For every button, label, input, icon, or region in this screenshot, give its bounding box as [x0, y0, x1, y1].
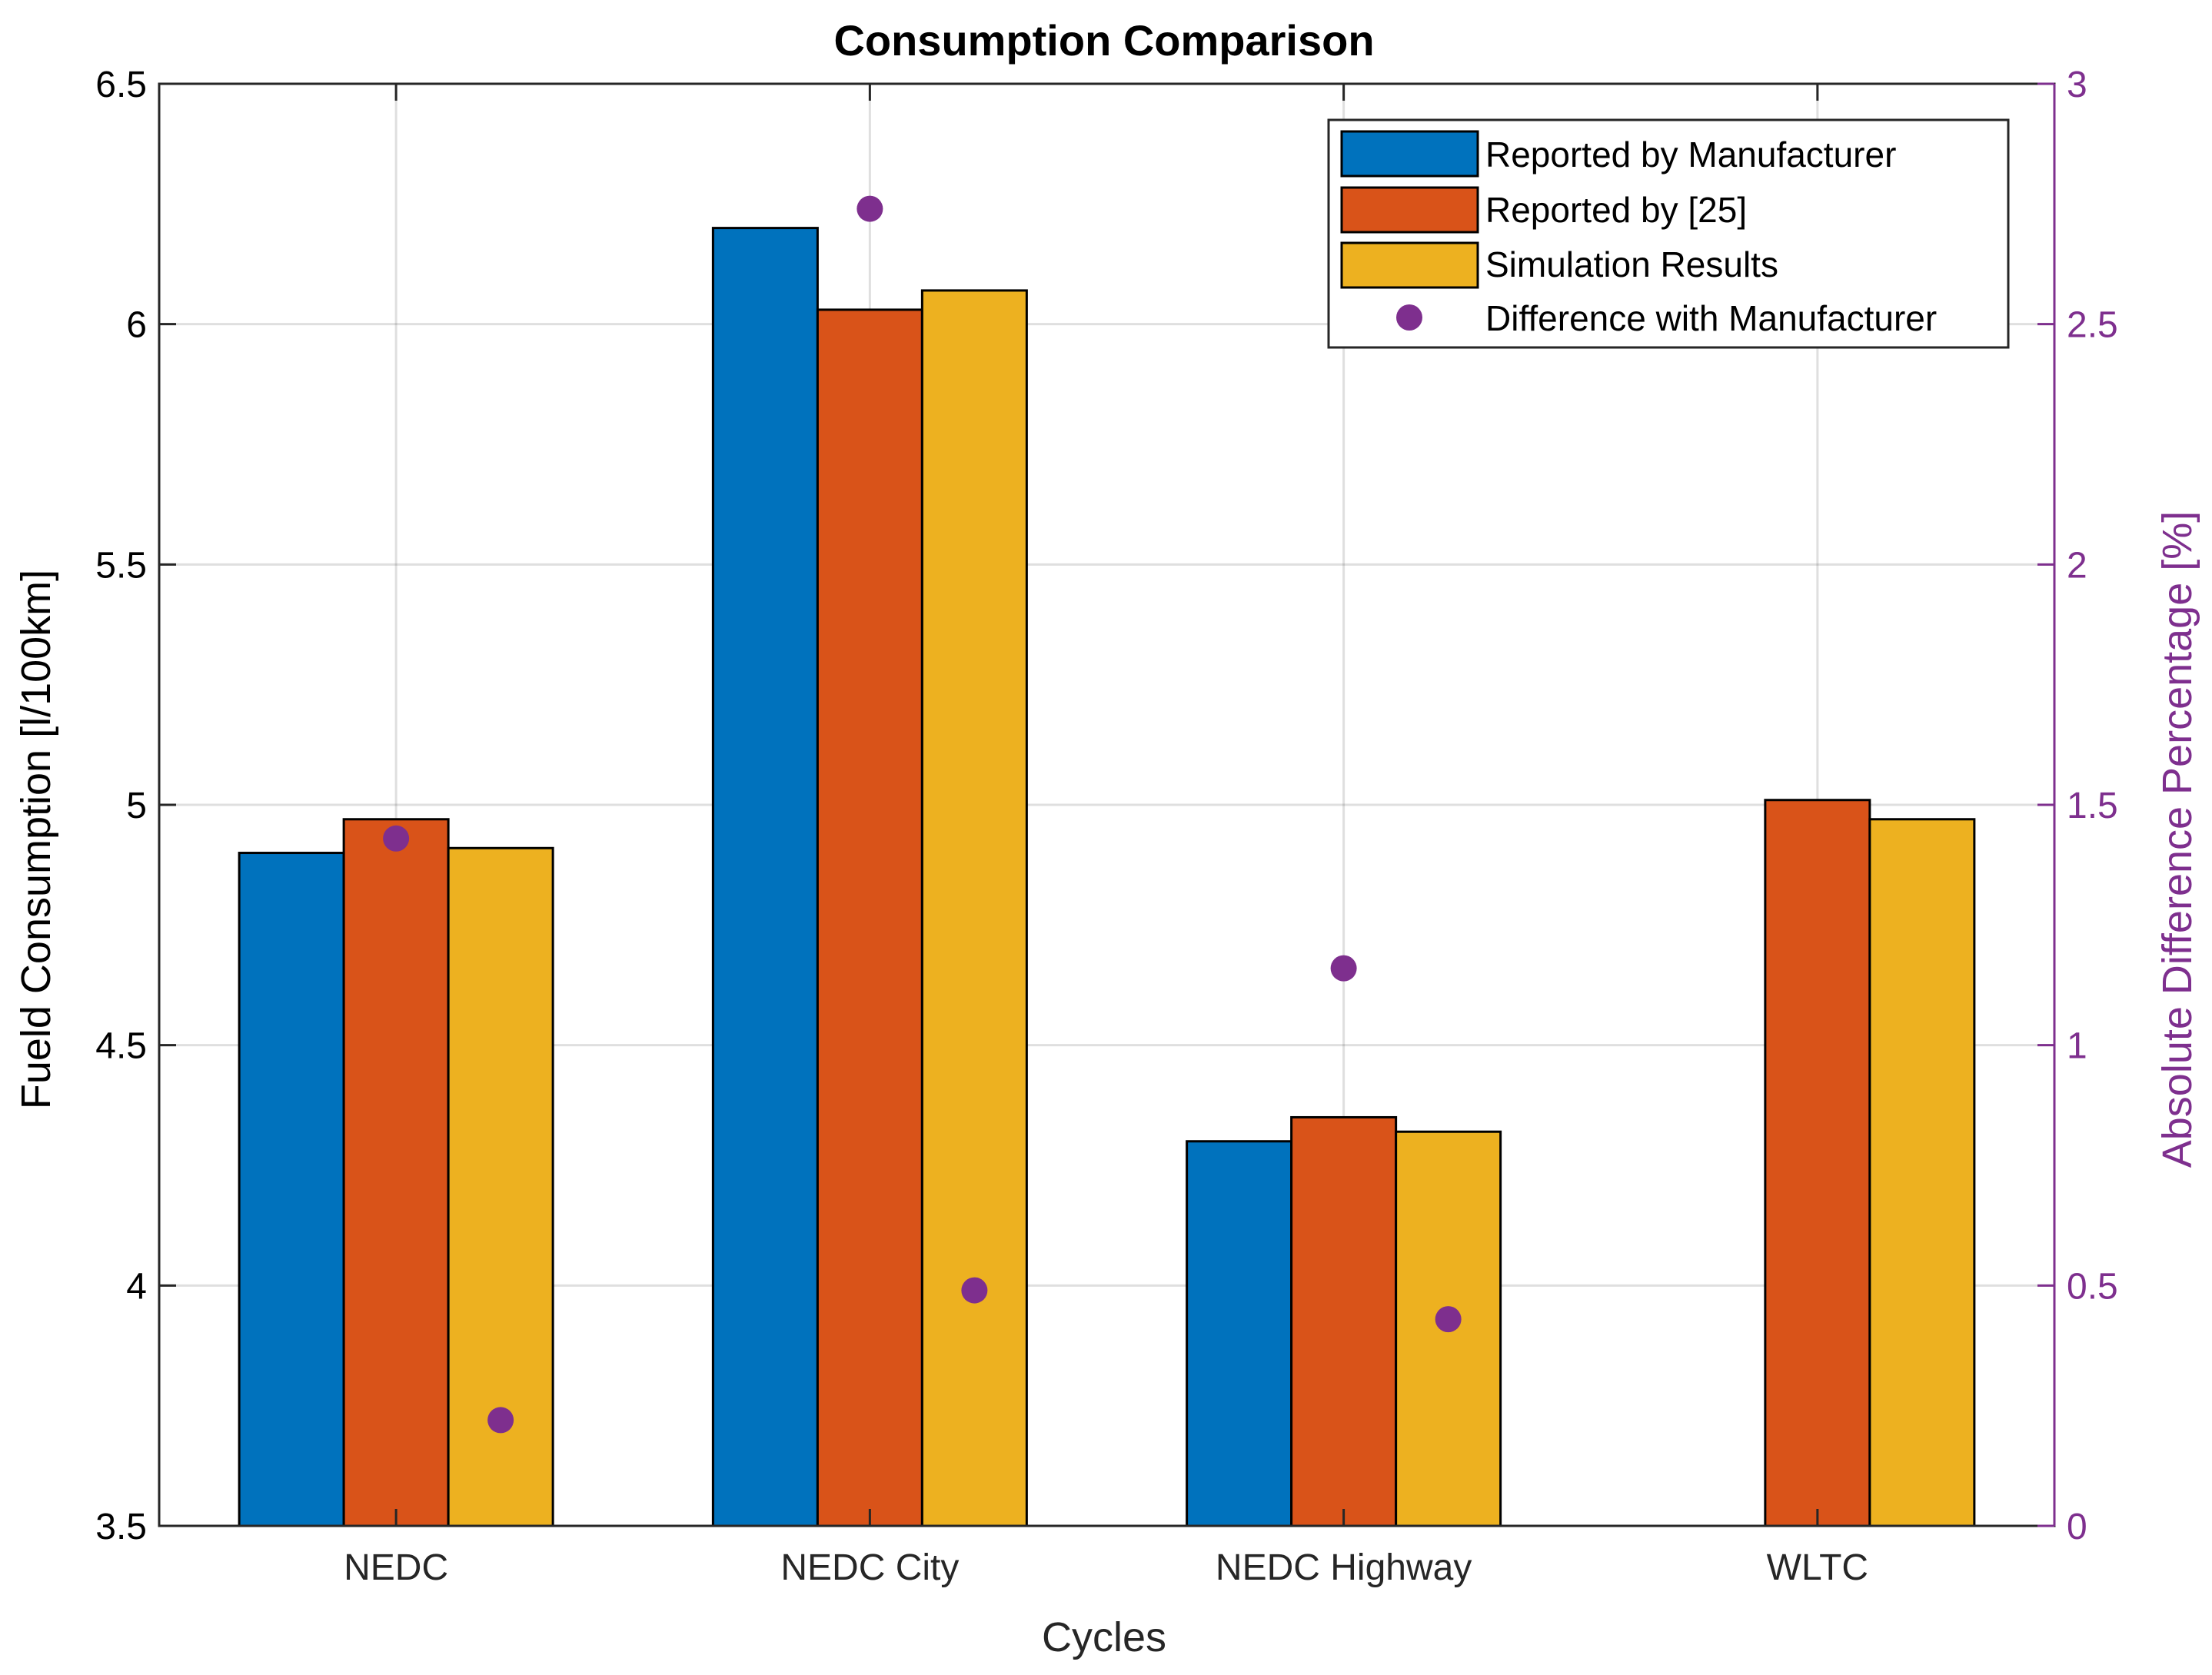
legend-label-simulation: Simulation Results: [1485, 244, 1778, 284]
bar: [816, 308, 923, 1527]
y-tick-label: 6.5: [95, 65, 147, 105]
legend-label-reported-25: Reported by [25]: [1485, 190, 1747, 230]
difference-markers: [383, 195, 1462, 1434]
y2-tick-label: 1.5: [2067, 786, 2118, 826]
bar: [1764, 799, 1871, 1527]
bar: [238, 852, 345, 1527]
y-tick-label: 6: [126, 305, 147, 346]
chart-title: Consumption Comparison: [833, 16, 1374, 65]
y2-tick-label: 2: [2067, 545, 2087, 586]
legend-swatch-simulation: [1340, 241, 1479, 289]
y2-tick-label: 0: [2067, 1507, 2087, 1547]
y2-tick-label: 3: [2067, 65, 2087, 105]
legend: Reported by Manufacturer Reported by [25…: [1327, 118, 2010, 349]
legend-marker-difference: [1396, 304, 1422, 331]
y2-axis-label: Absolute Difference Percentage [%]: [2154, 511, 2200, 1168]
difference-point: [487, 1407, 514, 1434]
legend-swatch-manufacturer: [1340, 130, 1479, 178]
axis-ticks: 3.5 4 4.5 5 5.5 6 6.5 0 0.5 1 1.5 2 2.5 3 NEDC NEDC Cit…: [95, 65, 2117, 1588]
difference-point: [961, 1277, 988, 1304]
y-axis-label: Fueld Consumption [l/100km]: [13, 570, 59, 1109]
bars: [238, 227, 1976, 1527]
y2-tick-label: 0.5: [2067, 1266, 2118, 1307]
x-tick-label: NEDC Highway: [1216, 1547, 1472, 1588]
legend-label-difference: Difference with Manufacturer: [1485, 298, 1937, 338]
bar: [711, 227, 819, 1527]
y-tick-label: 5.5: [95, 545, 147, 586]
difference-point: [383, 825, 410, 852]
bar: [1868, 818, 1976, 1527]
y-tick-label: 5: [126, 786, 147, 826]
difference-point: [857, 195, 883, 222]
y2-tick-label: 1: [2067, 1026, 2087, 1067]
y-tick-label: 4: [126, 1266, 147, 1307]
x-tick-label: NEDC City: [780, 1547, 959, 1588]
bar: [342, 818, 450, 1527]
difference-point: [1330, 955, 1357, 982]
x-tick-label: NEDC: [344, 1547, 448, 1588]
x-axis-label: Cycles: [1042, 1614, 1166, 1660]
bar: [920, 289, 1028, 1527]
legend-label-manufacturer: Reported by Manufacturer: [1485, 135, 1896, 174]
y2-tick-label: 2.5: [2067, 305, 2118, 346]
bar: [1290, 1115, 1398, 1527]
legend-swatch-reported-25: [1340, 186, 1479, 234]
bar: [1186, 1140, 1293, 1527]
y-tick-label: 3.5: [95, 1507, 147, 1547]
y-tick-label: 4.5: [95, 1026, 147, 1067]
x-tick-label: WLTC: [1767, 1547, 1868, 1588]
difference-point: [1435, 1306, 1462, 1333]
